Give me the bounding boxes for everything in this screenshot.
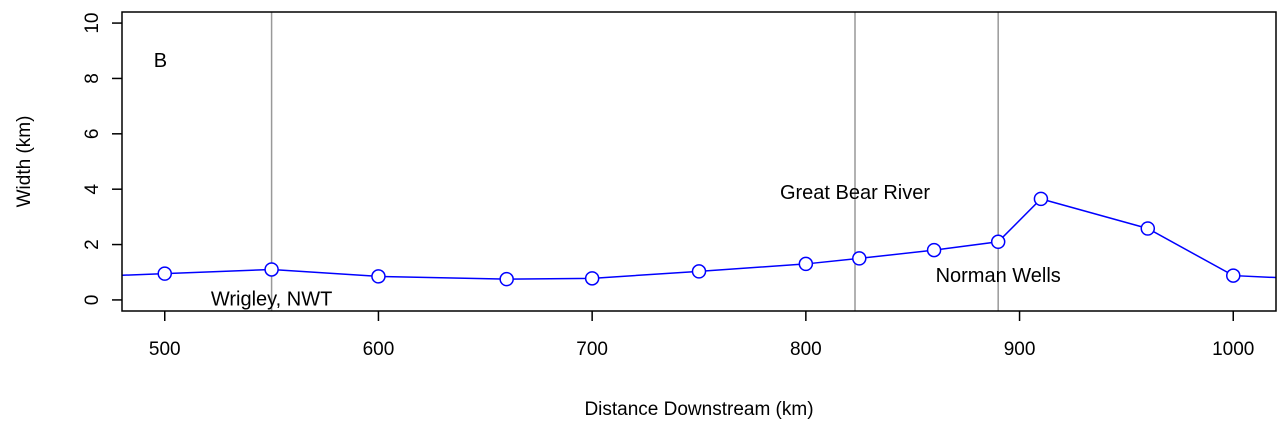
- y-tick-label: 2: [82, 239, 103, 250]
- panel-label: B: [154, 50, 167, 72]
- y-tick-label: 8: [82, 73, 103, 84]
- reference-lines: [270, 12, 999, 311]
- x-axis-label: Distance Downstream (km): [584, 399, 813, 420]
- y-tick-label: 6: [82, 129, 103, 140]
- data-point: [1226, 268, 1241, 283]
- data-point: [926, 242, 942, 258]
- data-point: [990, 234, 1006, 250]
- data-point: [691, 264, 707, 279]
- series-line-0: [122, 198, 1276, 280]
- plot-frame: [121, 11, 1277, 312]
- data-point: [584, 271, 600, 286]
- y-axis-label: Width (km): [14, 116, 35, 208]
- data-point: [852, 251, 867, 266]
- annotation-0: Wrigley, NWT: [211, 289, 332, 311]
- annotation-1: Great Bear River: [780, 182, 930, 204]
- x-tick-label: 500: [149, 339, 181, 360]
- series-layer: [122, 191, 1276, 287]
- y-tick-label: 4: [82, 183, 103, 194]
- data-point: [264, 262, 279, 277]
- y-tick-label: 10: [82, 13, 103, 34]
- data-point: [499, 271, 514, 287]
- data-point: [798, 256, 814, 272]
- y-axis: 0 2 4 6 8 10: [82, 13, 122, 306]
- data-point: [371, 269, 386, 284]
- x-tick-label: 800: [790, 339, 822, 360]
- x-tick-label: 700: [576, 339, 608, 360]
- y-tick-label: 0: [82, 295, 103, 306]
- x-tick-label: 900: [1004, 339, 1036, 360]
- data-point: [1033, 191, 1049, 207]
- x-tick-label: 600: [363, 339, 395, 360]
- data-point: [1140, 221, 1156, 236]
- x-axis: 500 600 700 800 900 1000: [149, 311, 1254, 360]
- x-tick-label: 1000: [1212, 339, 1254, 360]
- annotation-2: Norman Wells: [936, 265, 1061, 287]
- data-point: [157, 266, 172, 281]
- annotations: Wrigley, NWT Great Bear River Norman Wells: [211, 182, 1061, 311]
